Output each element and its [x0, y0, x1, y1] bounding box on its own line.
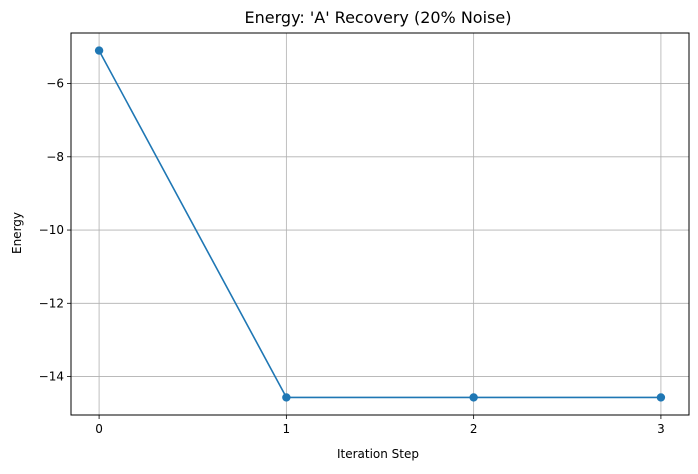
series-layer: [94, 46, 666, 402]
x-tick-label: 1: [283, 422, 291, 436]
x-tick-label: 2: [470, 422, 478, 436]
ticks: 0 1 2 3 −14 −12 −10 −8 −6: [39, 77, 665, 436]
y-tick-label: −6: [46, 77, 64, 91]
y-tick-label: −10: [39, 223, 64, 237]
y-tick-label: −8: [46, 150, 64, 164]
gridlines: [71, 33, 689, 415]
x-tick-label: 0: [95, 422, 103, 436]
chart-title: Energy: 'A' Recovery (20% Noise): [245, 8, 512, 27]
y-tick-label: −14: [39, 370, 64, 384]
data-point: [656, 393, 666, 402]
data-point: [282, 393, 291, 402]
data-point: [469, 393, 478, 402]
series-line: [98, 50, 661, 399]
x-axis-label: Iteration Step: [337, 447, 419, 461]
y-axis-label: Energy: [10, 212, 24, 254]
x-tick-label: 3: [657, 422, 665, 436]
y-tick-label: −12: [39, 296, 64, 310]
plot-frame: [70, 32, 690, 416]
data-point: [94, 46, 104, 55]
